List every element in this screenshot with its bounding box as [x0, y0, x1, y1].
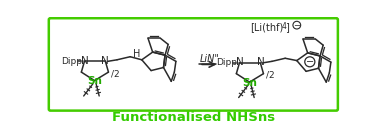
Text: Sn: Sn: [242, 78, 257, 88]
Text: [Li(thf): [Li(thf): [250, 22, 284, 32]
Text: −: −: [306, 57, 314, 67]
Text: LiN": LiN": [199, 54, 219, 64]
Text: Dipp: Dipp: [216, 58, 237, 67]
Text: Dipp: Dipp: [61, 57, 82, 66]
Text: N: N: [102, 56, 109, 66]
Text: Sn: Sn: [87, 76, 102, 86]
Text: N: N: [235, 57, 243, 67]
Text: Functionalised NHSns: Functionalised NHSns: [112, 111, 275, 124]
Text: −: −: [293, 21, 300, 30]
Text: ]: ]: [285, 22, 289, 32]
Text: /2: /2: [266, 71, 275, 80]
Text: N: N: [257, 57, 264, 67]
Text: N: N: [81, 56, 88, 66]
Text: /2: /2: [111, 69, 120, 78]
Text: H: H: [133, 49, 140, 59]
Text: 4: 4: [281, 22, 286, 31]
